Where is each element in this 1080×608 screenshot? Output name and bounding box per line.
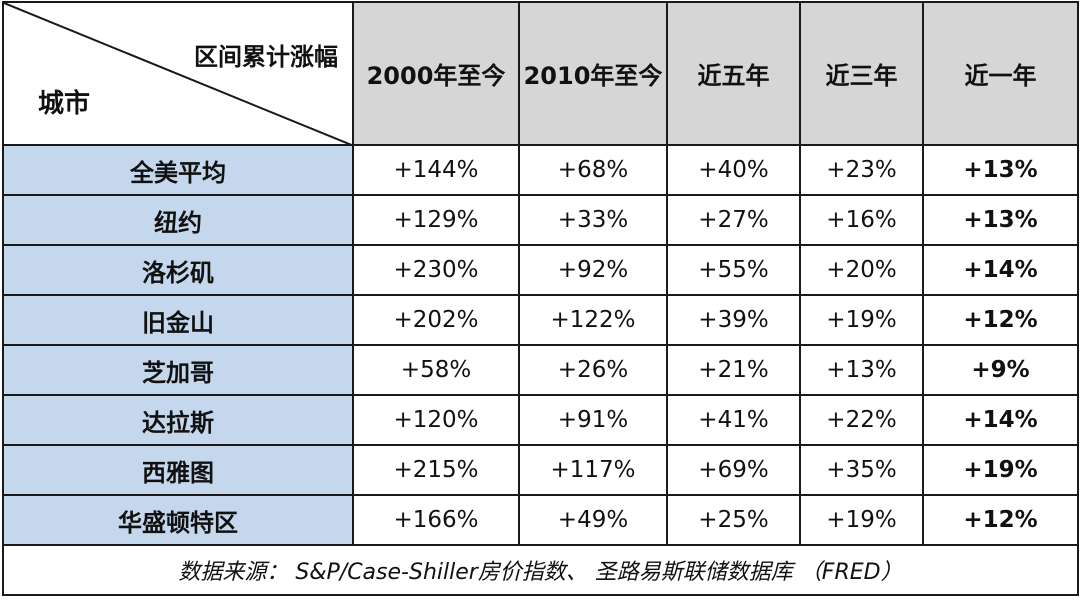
column-header: 近一年: [922, 1, 1079, 146]
value-cell: +91%: [518, 394, 668, 446]
city-name: 华盛顿特区: [2, 494, 354, 546]
corner-label-city: 城市: [38, 89, 91, 119]
value-cell: +25%: [666, 494, 801, 546]
value-cell: +27%: [666, 194, 801, 246]
value-cell-latest: +12%: [922, 494, 1079, 546]
city-name: 西雅图: [2, 444, 354, 496]
value-cell: +166%: [352, 494, 520, 546]
value-cell: +21%: [666, 344, 801, 396]
value-cell-latest: +13%: [922, 144, 1079, 196]
city-name: 洛杉矶: [2, 244, 354, 296]
value-cell: +120%: [352, 394, 520, 446]
value-cell-latest: +14%: [922, 394, 1079, 446]
value-cell: +19%: [799, 294, 924, 346]
table-row: 洛杉矶 +230% +92% +55% +20% +14%: [2, 244, 1079, 296]
value-cell: +144%: [352, 144, 520, 196]
value-cell-latest: +12%: [922, 294, 1079, 346]
value-cell: +69%: [666, 444, 801, 496]
value-cell: +39%: [666, 294, 801, 346]
value-cell: +13%: [799, 344, 924, 396]
value-cell: +117%: [518, 444, 668, 496]
column-header: 2000年至今: [352, 1, 520, 146]
column-header: 2010年至今: [518, 1, 668, 146]
value-cell: +122%: [518, 294, 668, 346]
value-cell-latest: +19%: [922, 444, 1079, 496]
table-row: 纽约 +129% +33% +27% +16% +13%: [2, 194, 1079, 246]
value-cell: +41%: [666, 394, 801, 446]
table-row: 全美平均 +144% +68% +40% +23% +13%: [2, 144, 1079, 196]
value-cell: +23%: [799, 144, 924, 196]
value-cell-latest: +9%: [922, 344, 1079, 396]
value-cell: +22%: [799, 394, 924, 446]
value-cell: +26%: [518, 344, 668, 396]
table-row: 达拉斯 +120% +91% +41% +22% +14%: [2, 394, 1079, 446]
header-row: 区间累计涨幅 城市 2000年至今 2010年至今 近五年 近三年 近一年: [2, 1, 1079, 146]
city-name: 纽约: [2, 194, 354, 246]
value-cell: +35%: [799, 444, 924, 496]
value-cell: +230%: [352, 244, 520, 296]
house-price-table: 区间累计涨幅 城市 2000年至今 2010年至今 近五年 近三年 近一年 全美…: [2, 1, 1079, 596]
value-cell: +33%: [518, 194, 668, 246]
footer-row: 数据来源： S&P/Case-Shiller房价指数、 圣路易斯联储数据库 （F…: [2, 544, 1079, 596]
value-cell: +202%: [352, 294, 520, 346]
value-cell: +129%: [352, 194, 520, 246]
value-cell: +55%: [666, 244, 801, 296]
column-header: 近五年: [666, 1, 801, 146]
table-row: 西雅图 +215% +117% +69% +35% +19%: [2, 444, 1079, 496]
value-cell: +16%: [799, 194, 924, 246]
city-name: 旧金山: [2, 294, 354, 346]
city-name: 全美平均: [2, 144, 354, 196]
corner-cell: 区间累计涨幅 城市: [2, 1, 354, 146]
value-cell: +58%: [352, 344, 520, 396]
table-row: 旧金山 +202% +122% +39% +19% +12%: [2, 294, 1079, 346]
value-cell: +68%: [518, 144, 668, 196]
corner-label-range: 区间累计涨幅: [194, 43, 338, 71]
column-header: 近三年: [799, 1, 924, 146]
city-name: 芝加哥: [2, 344, 354, 396]
value-cell: +215%: [352, 444, 520, 496]
value-cell: +19%: [799, 494, 924, 546]
value-cell: +92%: [518, 244, 668, 296]
corner-diagonal-line: [4, 3, 354, 146]
value-cell-latest: +14%: [922, 244, 1079, 296]
data-source-note: 数据来源： S&P/Case-Shiller房价指数、 圣路易斯联储数据库 （F…: [2, 544, 1079, 596]
city-name: 达拉斯: [2, 394, 354, 446]
table-row: 芝加哥 +58% +26% +21% +13% +9%: [2, 344, 1079, 396]
value-cell: +40%: [666, 144, 801, 196]
value-cell: +20%: [799, 244, 924, 296]
value-cell-latest: +13%: [922, 194, 1079, 246]
table-row: 华盛顿特区 +166% +49% +25% +19% +12%: [2, 494, 1079, 546]
value-cell: +49%: [518, 494, 668, 546]
